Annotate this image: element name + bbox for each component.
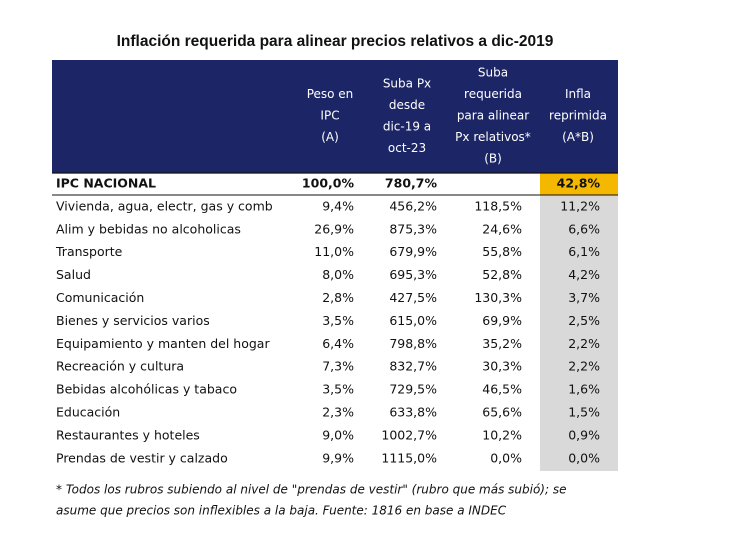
footnote: * Todos los rubros subiendo al nivel de … — [56, 483, 566, 497]
cell: 1,5% — [568, 405, 600, 420]
cell: 8,0% — [322, 267, 354, 282]
cell: 11,0% — [314, 244, 354, 259]
row-label: Educación — [56, 405, 120, 420]
header-cell: para alinear — [457, 109, 529, 123]
cell: 0,9% — [568, 427, 600, 442]
header-cell: Suba Px — [383, 76, 431, 90]
cell: 2,2% — [568, 359, 600, 374]
cell: 55,8% — [482, 244, 522, 259]
cell: 695,3% — [389, 267, 437, 282]
cell: 615,0% — [389, 313, 437, 328]
row-label: Transporte — [55, 244, 123, 259]
cell: 10,2% — [482, 427, 522, 442]
cell: 1115,0% — [381, 450, 437, 465]
highlight-cell — [540, 173, 618, 195]
header-background — [52, 60, 618, 173]
header-cell: Infla — [565, 87, 591, 101]
row-label: IPC NACIONAL — [56, 176, 156, 191]
cell: 118,5% — [474, 198, 522, 213]
header-cell: (A*B) — [562, 130, 594, 144]
cell: 3,5% — [322, 382, 354, 397]
cell: 26,9% — [314, 221, 354, 236]
header-cell: Peso en — [307, 87, 354, 101]
cell: 6,4% — [322, 336, 354, 351]
column-shade — [540, 195, 618, 471]
cell: 798,8% — [389, 336, 437, 351]
cell: 46,5% — [482, 382, 522, 397]
cell: 0,0% — [490, 450, 522, 465]
cell: 729,5% — [389, 382, 437, 397]
cell: 7,3% — [322, 359, 354, 374]
row-label: Restaurantes y hoteles — [56, 427, 200, 442]
cell: 3,5% — [322, 313, 354, 328]
cell: 2,8% — [322, 290, 354, 305]
cell: 6,1% — [568, 244, 600, 259]
header-cell: (B) — [484, 152, 502, 166]
cell: 3,7% — [568, 290, 600, 305]
cell: 427,5% — [389, 290, 437, 305]
cell: 35,2% — [482, 336, 522, 351]
cell: 9,4% — [322, 198, 354, 213]
cell: 633,8% — [389, 405, 437, 420]
header-cell: IPC — [320, 109, 339, 123]
cell: 1,6% — [568, 382, 600, 397]
cell: 832,7% — [389, 359, 437, 374]
cell: 2,3% — [322, 405, 354, 420]
cell: 2,2% — [568, 336, 600, 351]
cell: 52,8% — [482, 267, 522, 282]
cell: 9,9% — [322, 450, 354, 465]
cell: 0,0% — [568, 450, 600, 465]
cell: 42,8% — [557, 176, 601, 191]
cell: 679,9% — [389, 244, 437, 259]
title: Inflación requerida para alinear precios… — [117, 33, 554, 50]
row-label: Alim y bebidas no alcoholicas — [56, 221, 241, 236]
header-cell: requerida — [464, 87, 522, 101]
row-label: Bebidas alcohólicas y tabaco — [56, 382, 237, 397]
cell: 30,3% — [482, 359, 522, 374]
header-cell: (A) — [321, 130, 339, 144]
cell: 24,6% — [482, 221, 522, 236]
row-label: Vivienda, agua, electr, gas y comb — [56, 198, 273, 213]
cell: 69,9% — [482, 313, 522, 328]
footnote: asume que precios son inflexibles a la b… — [56, 504, 507, 518]
cell: 65,6% — [482, 405, 522, 420]
cell: 9,0% — [322, 427, 354, 442]
cell: 780,7% — [385, 176, 438, 191]
cell: 875,3% — [389, 221, 437, 236]
cell: 100,0% — [302, 176, 355, 191]
cell: 6,6% — [568, 221, 600, 236]
cell: 1002,7% — [381, 427, 437, 442]
row-label: Bienes y servicios varios — [56, 313, 210, 328]
header-cell: desde — [389, 98, 425, 112]
cell: 4,2% — [568, 267, 600, 282]
header-cell: oct-23 — [388, 141, 426, 155]
cell: 2,5% — [568, 313, 600, 328]
row-label: Prendas de vestir y calzado — [56, 450, 228, 465]
cell: 456,2% — [389, 198, 437, 213]
row-label: Equipamiento y manten del hogar — [56, 336, 270, 351]
cell: 11,2% — [560, 198, 600, 213]
header-cell: Px relativos* — [455, 130, 531, 144]
header-cell: Suba — [478, 66, 508, 80]
header-cell: dic-19 a — [383, 119, 431, 133]
row-label: Comunicación — [56, 290, 144, 305]
row-label: Salud — [56, 267, 91, 282]
row-label: Recreación y cultura — [56, 359, 184, 374]
header-cell: reprimida — [549, 109, 607, 123]
cell: 130,3% — [474, 290, 522, 305]
